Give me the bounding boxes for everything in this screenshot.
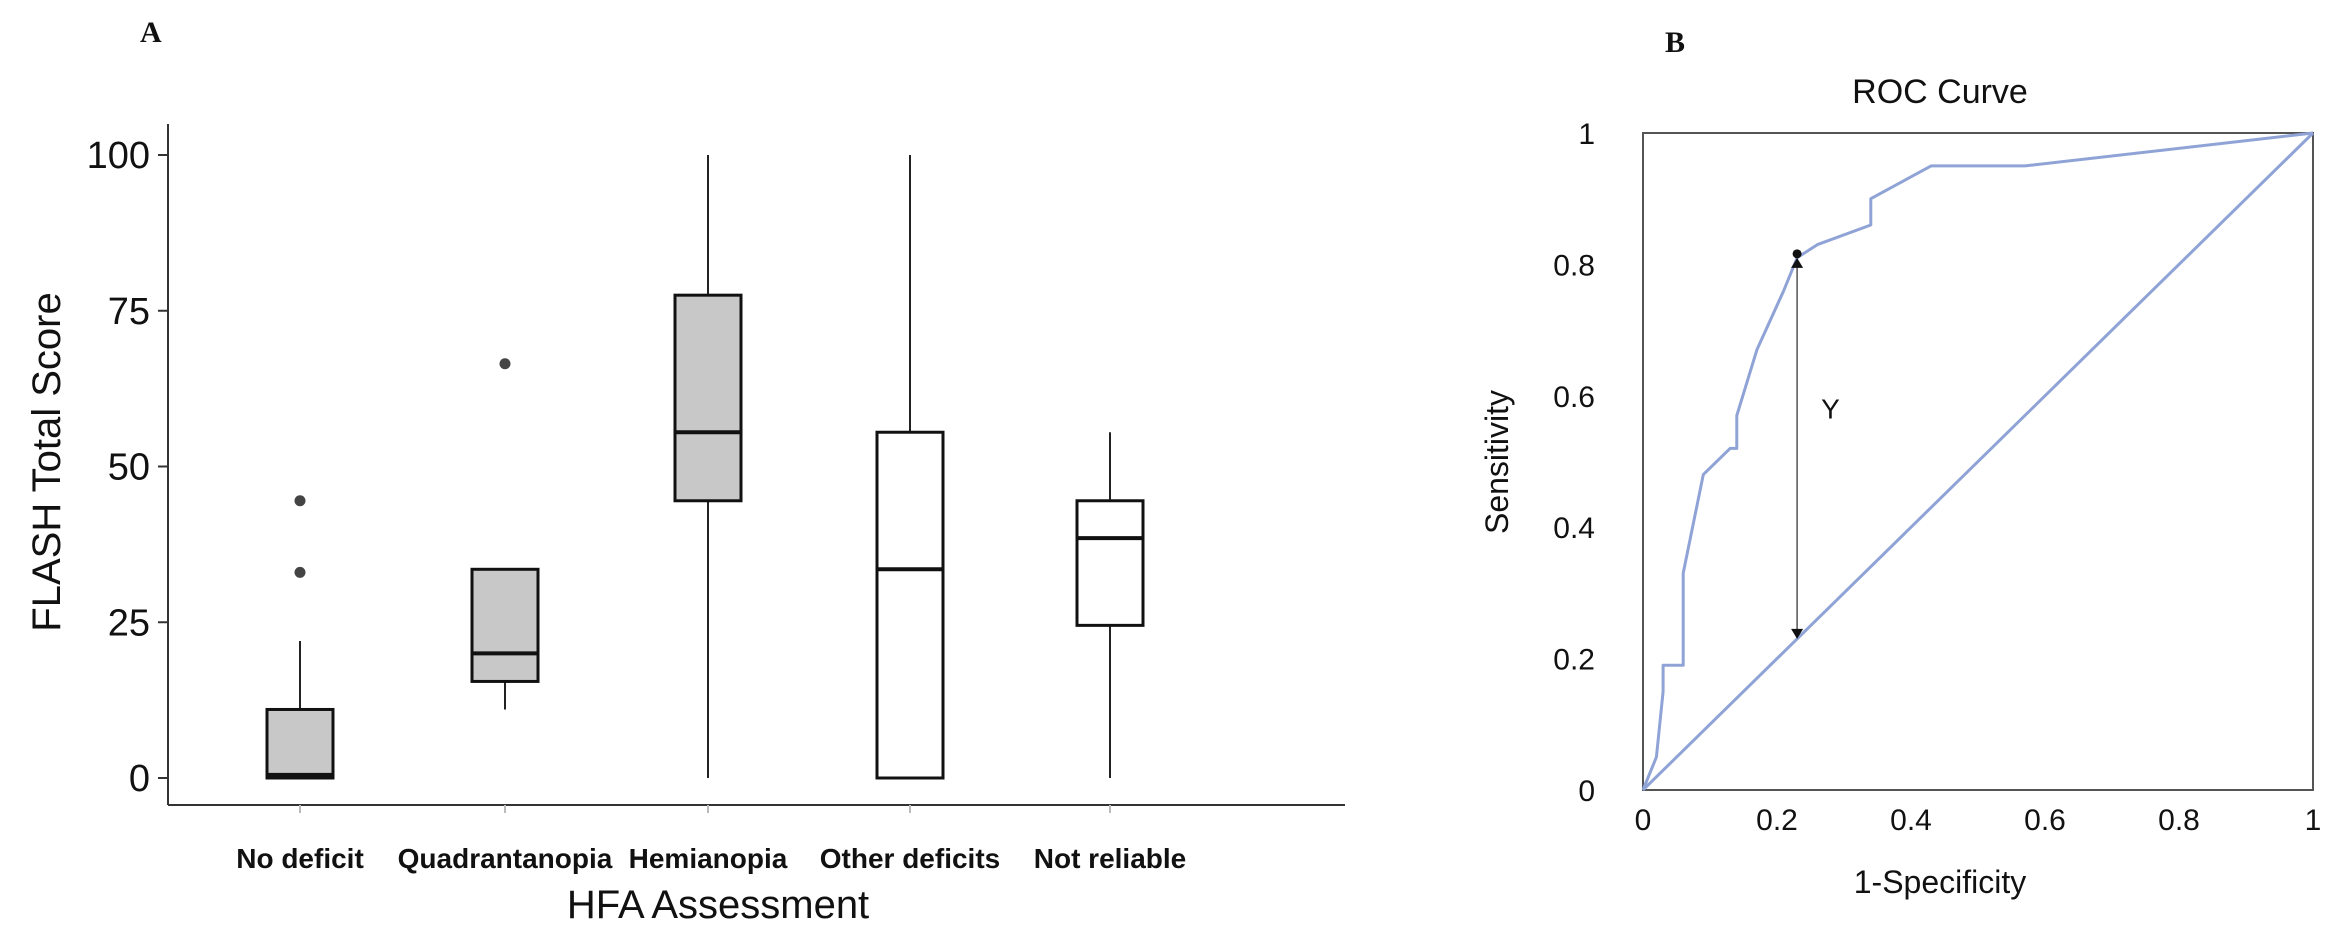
panel-a-box-rect	[1075, 499, 1145, 627]
panel-b-diagonal	[1641, 131, 2315, 792]
panel-b-roc-curve	[1641, 131, 2314, 791]
panel-a-outlier	[294, 495, 306, 507]
panel-a-y-tick-label: 75	[108, 291, 150, 333]
panel-b-title: ROC Curve	[1852, 73, 2028, 111]
panel-b-x-tick-label: 0	[1635, 804, 1652, 837]
panel-b-arrow-down	[1791, 628, 1804, 639]
panel-a-box-rect	[470, 567, 540, 683]
panel-a-y-ticks: 0 25 50 75 100	[87, 135, 168, 800]
panel-b-x-tick-label: 0.8	[2158, 804, 2200, 837]
panel-b-y-tick-label: 0.4	[1553, 512, 1595, 545]
panel-b-x-tick-label: 1	[2305, 804, 2322, 837]
panel-a-y-tick-label: 100	[87, 135, 150, 177]
panel-a-boxplot: 0 25 50 75 100 No deficit Quadrantanopia Hemia…	[25, 124, 1345, 927]
panel-b-xlabel: 1-Specificity	[1854, 864, 2027, 900]
panel-b-x-tick-label: 0.4	[1890, 804, 1932, 837]
panel-a-box	[470, 358, 540, 813]
panel-b-lines	[1641, 131, 2315, 792]
panel-a-box	[673, 155, 743, 813]
panel-a-box	[1075, 432, 1145, 813]
panel-a-box	[875, 155, 945, 813]
panel-a-boxes	[265, 155, 1145, 813]
panel-b-y-tick-label: 0	[1578, 775, 1595, 808]
panel-b-y-tick-label: 0.8	[1553, 249, 1595, 282]
panel-a-ylabel: FLASH Total Score	[25, 292, 69, 631]
panel-a-y-tick-label: 25	[108, 602, 150, 644]
panel-a-outlier	[294, 566, 306, 578]
panel-b-annotation-label: Y	[1821, 393, 1840, 424]
panel-b-y-tick-label: 0.2	[1553, 644, 1595, 677]
panel-a-outlier	[499, 358, 511, 370]
panel-b-y-tick-label: 1	[1578, 118, 1595, 151]
panel-b-x-tick-label: 0.2	[1756, 804, 1798, 837]
panel-a-category-label: Not reliable	[1034, 843, 1186, 874]
panel-a-category-label: Hemianopia	[629, 843, 788, 874]
panel-b-ylabel: Sensitivity	[1479, 390, 1515, 534]
panel-a-letter: A	[140, 16, 162, 49]
panel-a-category-label: Other deficits	[820, 843, 1000, 874]
panel-b-cutoff-point	[1792, 249, 1802, 259]
panel-a-box-rect	[875, 430, 945, 780]
panel-a-xlabel: HFA Assessment	[567, 883, 869, 927]
panel-a-category-label: Quadrantanopia	[398, 843, 613, 874]
panel-a-category-label: No deficit	[236, 843, 364, 874]
panel-b-arrow-up	[1791, 257, 1804, 268]
panel-b-x-tick-label: 0.6	[2024, 804, 2066, 837]
panel-b-y-tick-label: 0.6	[1553, 381, 1595, 414]
panel-a-box-rect	[265, 707, 335, 780]
panel-a-y-tick-label: 0	[129, 758, 150, 800]
panel-a-box	[265, 495, 335, 813]
panel-b-letter: B	[1665, 26, 1685, 59]
panel-b-x-ticks: 0 0.2 0.4 0.6 0.8 1	[1635, 804, 2322, 837]
panel-b-y-ticks: 0 0.2 0.4 0.6 0.8 1	[1553, 118, 1595, 808]
panel-a-box-rect	[673, 293, 743, 503]
panel-b-annotation: Y	[1791, 249, 1840, 639]
panel-a-y-tick-label: 50	[108, 447, 150, 489]
panel-b-roc: ROC Curve 0 0.2 0.4 0.6 0.8 1 00.20.40.60.81 …	[1479, 73, 2321, 900]
panel-a-category-labels: No deficit Quadrantanopia Hemianopia Other …	[236, 843, 1186, 874]
panel-b-frame	[1642, 132, 2314, 791]
